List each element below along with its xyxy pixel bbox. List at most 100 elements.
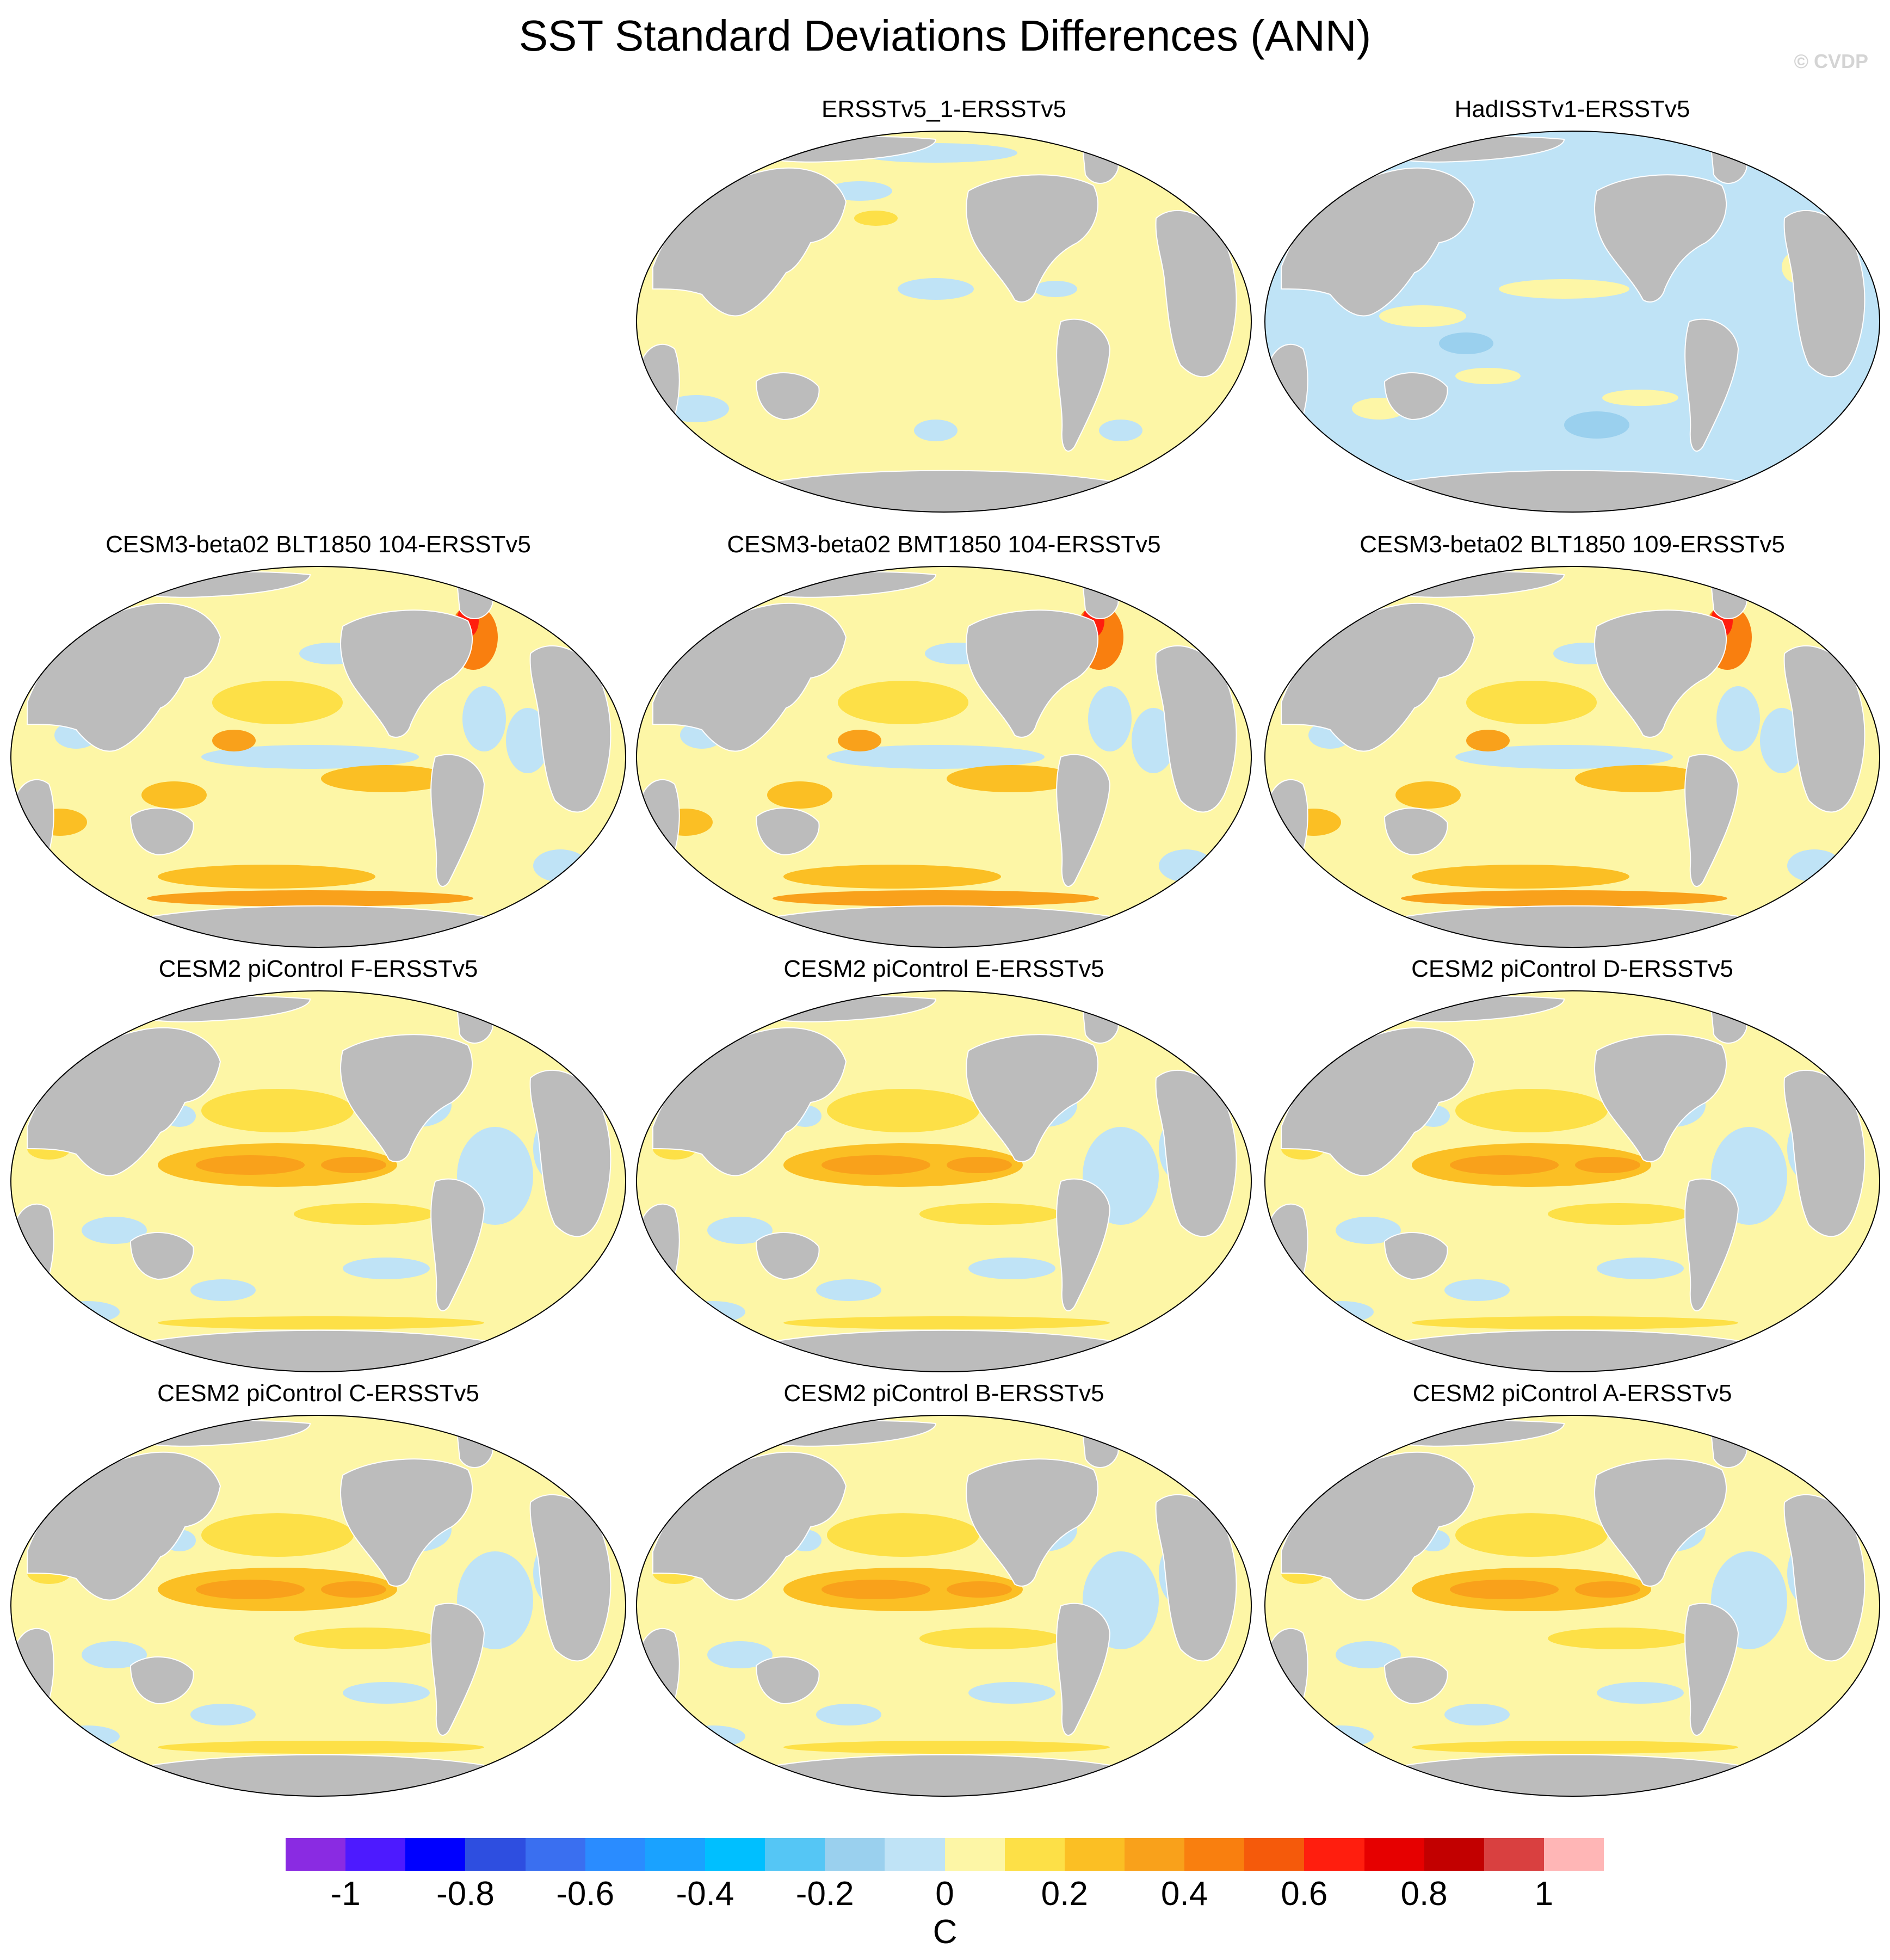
land-mass: [1056, 318, 1111, 452]
anomaly-contour: [1564, 411, 1629, 439]
anomaly-contour: [321, 1157, 386, 1173]
map-border: [636, 990, 1252, 1372]
colorbar-swatch: [825, 1838, 885, 1871]
land-mass: [751, 905, 1137, 947]
anomaly-contour: [201, 1513, 354, 1557]
anomaly-contour: [54, 1725, 120, 1747]
anomaly-contour: [141, 781, 207, 809]
land-mass: [456, 580, 493, 619]
anomaly-contour: [343, 1258, 430, 1279]
anomaly-contour: [816, 1279, 881, 1301]
map-border: [636, 1415, 1252, 1797]
sst-map: [1264, 1415, 1880, 1797]
panel-title: CESM2 piControl F-ERSSTv5: [158, 956, 478, 982]
land-mass: [340, 1034, 473, 1162]
panel-title: CESM3-beta02 BLT1850 109-ERSSTv5: [1360, 531, 1785, 558]
map-border: [636, 566, 1252, 948]
colorbar-tick-label: -0.8: [436, 1875, 495, 1913]
land-mass: [1684, 1602, 1739, 1736]
anomaly-contour: [1132, 708, 1175, 773]
anomaly-contour: [1455, 368, 1521, 384]
anomaly-contour: [1760, 708, 1803, 773]
colorbar-tick-label: 0.4: [1160, 1875, 1208, 1913]
sst-map: [636, 566, 1252, 948]
anomaly-contour: [838, 681, 968, 724]
map-border: [10, 990, 626, 1372]
land-mass: [15, 779, 54, 872]
anomaly-contour: [783, 1316, 1110, 1329]
anomaly-contour: [1439, 332, 1493, 354]
ocean-field: [1265, 131, 1880, 512]
panel-title: CESM2 piControl C-ERSSTv5: [157, 1380, 479, 1407]
map-panel: CESM2 piControl C-ERSSTv5: [5, 1379, 631, 1804]
land-mass: [755, 1232, 820, 1280]
land-mass: [1082, 1429, 1119, 1468]
anomaly-contour: [1716, 686, 1760, 751]
colorbar-tick-label: 1: [1534, 1875, 1554, 1913]
anomaly-contour: [1575, 765, 1706, 792]
anomaly-contour: [683, 580, 710, 591]
ocean-field: [637, 131, 1251, 512]
anomaly-contour: [1450, 1155, 1559, 1175]
anomaly-contour: [827, 1089, 979, 1132]
land-mass: [1594, 1458, 1727, 1587]
land-mass: [641, 1203, 680, 1296]
land-mass: [1082, 145, 1119, 184]
land-mass: [1056, 754, 1111, 887]
anomaly-contour: [506, 708, 549, 773]
anomaly-contour: [1450, 1580, 1559, 1599]
watermark: © CVDP: [1794, 50, 1868, 72]
anomaly-contour: [816, 1704, 881, 1725]
land-mass: [755, 808, 820, 856]
land-mass: [1684, 1178, 1739, 1311]
colorbar-swatch: [1304, 1838, 1364, 1871]
map-panel: CESM2 piControl E-ERSSTv5: [631, 955, 1257, 1379]
anomaly-contour: [1597, 1258, 1684, 1279]
sst-map: [636, 131, 1252, 513]
land-mass: [1269, 1203, 1308, 1296]
land-mass: [1710, 145, 1747, 184]
land-mass: [1380, 1754, 1765, 1796]
anomaly-contour: [462, 686, 506, 751]
anomaly-contour: [968, 1682, 1055, 1704]
land-mass: [15, 1203, 54, 1296]
anomaly-contour: [1444, 1279, 1510, 1301]
colorbar-swatch: [705, 1838, 765, 1871]
land-mass: [1380, 470, 1765, 512]
colorbar-swatch: [1064, 1838, 1125, 1871]
map-border: [636, 131, 1252, 513]
anomaly-contour: [201, 745, 419, 769]
anomaly-contour: [294, 1628, 435, 1649]
map-panel: CESM2 piControl B-ERSSTv5: [631, 1379, 1257, 1804]
land-mass: [1380, 905, 1765, 947]
land-mass: [129, 808, 194, 856]
anomaly-contour: [1159, 849, 1213, 882]
anomaly-contour: [1034, 281, 1077, 297]
colorbar-swatch: [525, 1838, 585, 1871]
anomaly-contour: [1336, 1217, 1401, 1244]
map-border: [1264, 990, 1880, 1372]
land-mass: [1383, 1656, 1448, 1705]
land-mass: [129, 1232, 194, 1280]
anomaly-contour: [680, 1725, 745, 1747]
anomaly-contour: [1412, 1741, 1738, 1754]
anomaly-contour: [898, 278, 974, 300]
colorbar-tick-labels: -1 -0.8 -0.6 -0.4 -0.2 0 0.2 0.4 0.6 0.8 1: [0, 1875, 1890, 1913]
land-mass: [430, 1602, 485, 1736]
land-mass: [966, 609, 1098, 738]
anomaly-contour: [1575, 1157, 1640, 1173]
anomaly-contour: [1575, 1581, 1640, 1598]
colorbar-swatch: [1184, 1838, 1245, 1871]
anomaly-contour: [1466, 681, 1597, 724]
land-mass: [1594, 1034, 1727, 1162]
land-mass: [15, 1628, 54, 1721]
anomaly-contour: [1412, 1316, 1738, 1329]
colorbar-tick-label: 0.6: [1281, 1875, 1328, 1913]
anomaly-contour: [1455, 1089, 1608, 1132]
anomaly-contour: [321, 765, 452, 792]
colorbar: [286, 1838, 1604, 1871]
anomaly-contour: [1455, 745, 1673, 769]
panel-title: ERSSTv5_1-ERSSTv5: [822, 96, 1066, 122]
anomaly-contour: [1597, 1682, 1684, 1704]
land-mass: [641, 1628, 680, 1721]
